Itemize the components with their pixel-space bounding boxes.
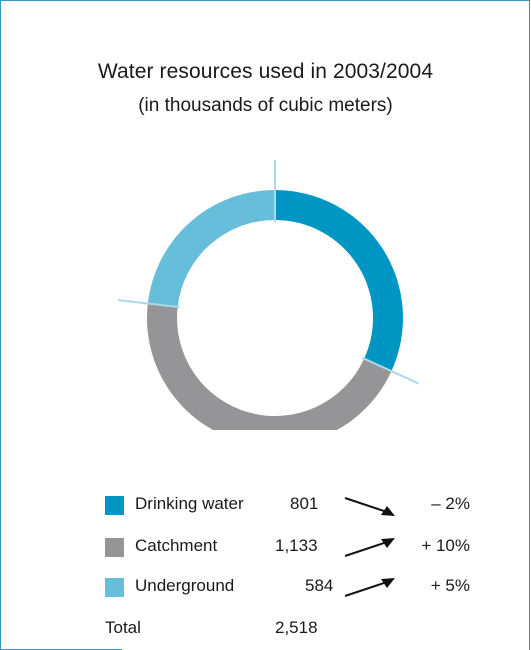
- legend-label-underground: Underground: [135, 576, 235, 595]
- legend-label-catchment: Catchment: [135, 536, 218, 555]
- donut-slice-catchment: [147, 303, 392, 430]
- trend-arrow-up-icon: [344, 538, 395, 557]
- chart-subtitle: (in thousands of cubic meters): [138, 95, 393, 116]
- chart-title: Water resources used in 2003/2004: [97, 60, 434, 83]
- legend-swatch-catchment: [105, 538, 124, 557]
- legend-value-catchment: 1,133: [275, 536, 318, 555]
- total-label: Total: [105, 618, 141, 637]
- trend-arrow-up-icon: [344, 578, 395, 597]
- trend-arrow-down-icon: [344, 497, 395, 516]
- donut-chart: [117, 160, 420, 430]
- legend-change-catchment: + 10%: [421, 536, 470, 555]
- slice-separator-line: [361, 356, 420, 385]
- donut-slice-underground: [147, 190, 275, 307]
- legend-swatch-underground: [105, 578, 124, 597]
- legend-label-drinking-water: Drinking water: [135, 494, 244, 513]
- slice-separator-line: [117, 299, 180, 309]
- legend-value-drinking-water: 801: [290, 494, 319, 513]
- donut-slice-drinking-water: [275, 189, 404, 372]
- legend-value-underground: 584: [305, 576, 334, 595]
- legend-change-drinking-water: – 2%: [431, 494, 470, 513]
- legend-swatch-drinking-water: [105, 496, 124, 515]
- legend-change-underground: + 5%: [430, 576, 470, 595]
- total-value: 2,518: [275, 618, 318, 637]
